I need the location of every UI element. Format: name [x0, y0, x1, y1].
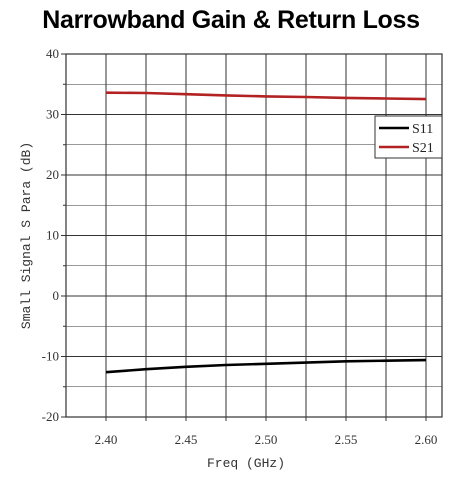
chart-title: Narrowband Gain & Return Loss: [42, 6, 420, 34]
x-tick-label: 2.60: [415, 432, 438, 447]
y-tick-label: 10: [46, 228, 59, 243]
x-axis-label: Freq (GHz): [207, 456, 285, 471]
y-tick-label: -10: [42, 349, 59, 364]
x-tick-label: 2.55: [335, 432, 358, 447]
grid-lines: [66, 54, 442, 417]
y-tick-label: 30: [46, 107, 59, 122]
y-tick-label: 20: [46, 167, 59, 182]
x-tick-label: 2.50: [255, 432, 278, 447]
x-tick-label: 2.45: [175, 432, 198, 447]
y-tick-label: 40: [46, 46, 59, 61]
series-lines: [105, 91, 427, 374]
series-line-s21: [105, 91, 427, 101]
series-line-s11: [105, 358, 427, 374]
y-tick-label: -20: [42, 409, 59, 424]
legend-label-s21: S21: [412, 141, 434, 156]
axis-ticks: -20 -10 0 10 20 30 40 2.40 2.45 2.50 2.55 2.60: [42, 46, 438, 447]
y-tick-label: 0: [53, 288, 60, 303]
x-tick-label: 2.40: [95, 432, 118, 447]
legend-box: [374, 115, 443, 159]
legend-label-s11: S11: [412, 122, 433, 137]
y-axis-label: Small Signal S Para (dB): [19, 142, 34, 329]
